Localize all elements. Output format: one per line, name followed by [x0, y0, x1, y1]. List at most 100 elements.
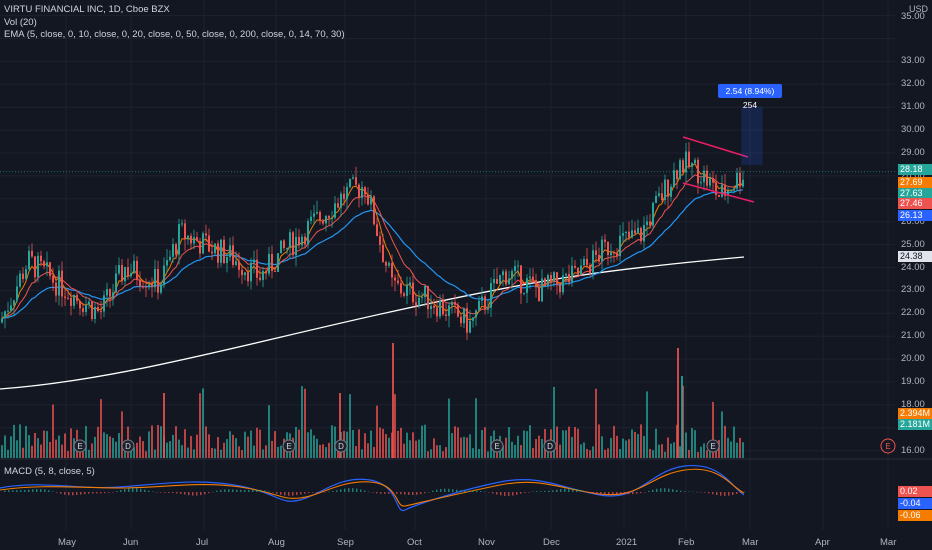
macd-histogram-bar — [232, 489, 234, 492]
earnings-event-icon[interactable]: E — [706, 439, 720, 453]
candle-body — [301, 236, 303, 246]
candle-body — [493, 279, 495, 284]
macd-histogram-bar — [188, 492, 190, 496]
trendline-drawings[interactable] — [682, 106, 763, 203]
volume-bar — [202, 388, 204, 458]
symbol-title[interactable]: VIRTU FINANCIAL INC, 1D, Cboe BZX — [4, 4, 170, 15]
volume-bar — [622, 438, 624, 458]
volume-bar — [70, 428, 72, 458]
candle-body — [616, 253, 618, 257]
volume-bar — [10, 436, 12, 458]
volume-bar — [220, 449, 222, 458]
macd-histogram-bar — [440, 488, 442, 492]
macd-histogram-bar — [200, 492, 202, 496]
volume-bar — [514, 444, 516, 458]
candle-body — [523, 292, 525, 294]
candle-body — [352, 177, 354, 179]
volume-bar — [358, 429, 360, 458]
event-circle — [880, 438, 896, 454]
candlestick-series — [1, 142, 744, 341]
candle-body — [391, 263, 393, 278]
volume-bar — [529, 425, 531, 458]
volume-bar — [667, 437, 669, 458]
macd-histogram-bar — [492, 492, 494, 494]
candle-body — [406, 285, 408, 296]
candle-body — [214, 243, 216, 254]
dividend-event-icon[interactable]: D — [334, 439, 348, 453]
price-tick: 21.00 — [901, 330, 925, 342]
candle-body — [10, 305, 12, 311]
candle-body — [559, 284, 561, 293]
dividend-event-icon[interactable]: D — [543, 439, 557, 453]
macd-histogram-bar — [708, 492, 710, 494]
ema-path — [1, 189, 744, 319]
macd-histogram-bar — [348, 488, 350, 492]
candle-body — [382, 244, 384, 262]
macd-histogram-bar — [120, 490, 122, 492]
macd-histogram-bar — [96, 492, 98, 494]
dividend-event-icon[interactable]: D — [121, 439, 135, 453]
candle-body — [40, 255, 42, 262]
candle-body — [376, 224, 378, 237]
event-label: D — [125, 442, 131, 451]
candle-body — [379, 236, 381, 245]
macd-histogram-bar — [652, 489, 654, 492]
volume-bar — [565, 430, 567, 458]
macd-legend[interactable]: MACD (5, 8, close, 5) — [4, 466, 95, 477]
volume-bar — [385, 434, 387, 458]
volume-bar — [430, 449, 432, 458]
volume-bar — [697, 451, 699, 458]
ema-legend[interactable]: EMA (5, close, 0, 10, close, 0, 20, clos… — [4, 29, 345, 40]
macd-histogram-bar — [412, 492, 414, 496]
currency-label[interactable]: USD — [908, 4, 928, 14]
event-circle — [490, 439, 504, 453]
candle-body — [685, 151, 687, 173]
candle-body — [292, 232, 294, 256]
candle-body — [433, 305, 435, 308]
candle-body — [688, 151, 690, 167]
candle-body — [331, 217, 333, 219]
event-label: E — [77, 442, 82, 451]
candle-body — [259, 277, 261, 280]
volume-legend[interactable]: Vol (20) — [4, 17, 37, 28]
macd-histogram-bar — [456, 489, 458, 492]
volume-bar — [517, 435, 519, 458]
earnings-event-icon[interactable]: E — [282, 439, 296, 453]
earnings-event-icon[interactable]: E — [490, 439, 504, 453]
candle-body — [226, 257, 228, 263]
price-badge: 27.69 — [898, 177, 932, 188]
candle-body — [580, 265, 582, 275]
earnings-event-icon[interactable]: E — [73, 439, 87, 453]
candle-body — [289, 232, 291, 248]
macd-histogram-bar — [88, 492, 90, 494]
candle-body — [130, 273, 132, 277]
volume-bar — [397, 430, 399, 458]
price-badge: 26.13 — [898, 210, 932, 221]
macd-histogram-bar — [396, 492, 398, 494]
macd-histogram-bar — [180, 492, 182, 494]
future-earnings-icon[interactable]: E — [880, 438, 896, 454]
macd-histogram-bar — [32, 489, 34, 492]
candle-body — [613, 252, 615, 254]
price-range-measure-label[interactable]: 2.54 (8.94%) 254 — [718, 84, 782, 110]
volume-bar — [4, 435, 6, 458]
macd-histogram-bar — [704, 492, 706, 493]
macd-histogram-bar — [288, 492, 290, 496]
price-tick: 20.00 — [901, 353, 925, 365]
macd-histogram-bar — [664, 488, 666, 492]
macd-histogram-bar — [560, 489, 562, 492]
candle-body — [244, 272, 246, 276]
time-tick: Mar — [880, 537, 897, 548]
candle-body — [310, 216, 312, 221]
macd-histogram-bar — [512, 492, 514, 496]
macd-histogram-bar — [80, 492, 82, 495]
macd-histogram-bar — [148, 490, 150, 492]
volume-bar — [649, 448, 651, 458]
candle-body — [361, 187, 363, 198]
candle-body — [535, 280, 537, 288]
volume-bar — [223, 442, 225, 458]
price-tick: 16.00 — [901, 444, 925, 456]
candle-body — [679, 160, 681, 180]
